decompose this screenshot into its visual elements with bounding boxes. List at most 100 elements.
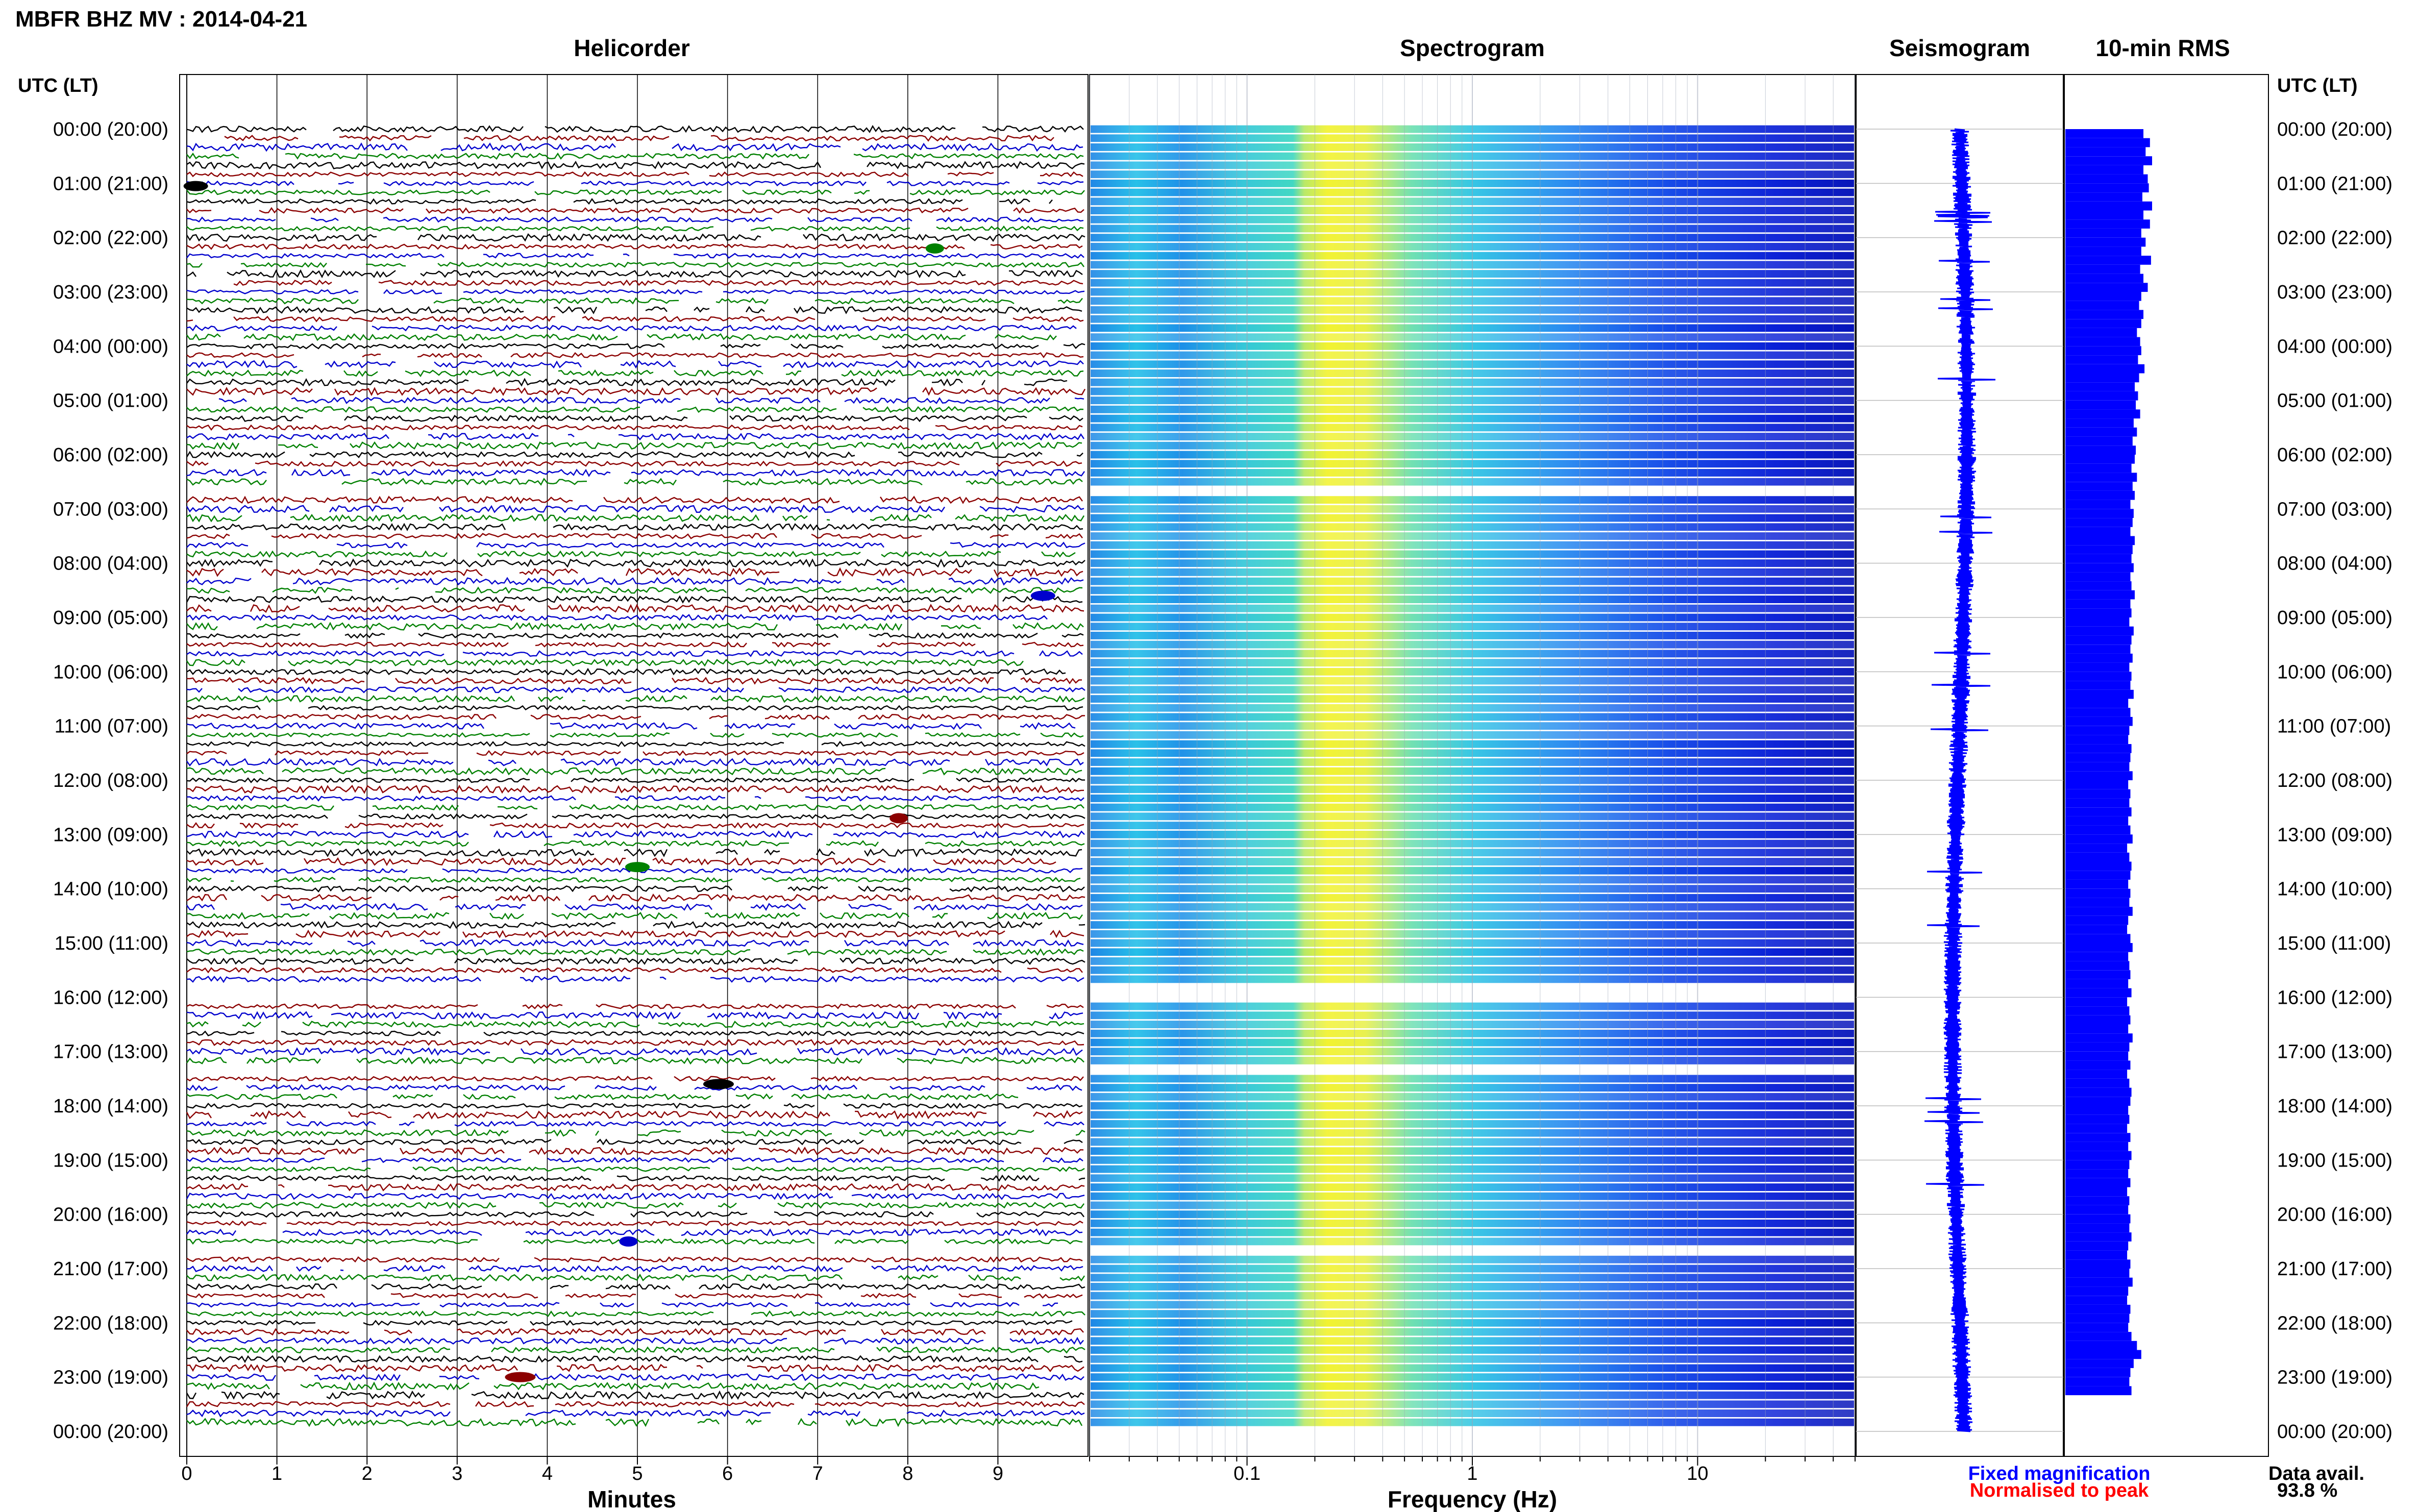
rms-bar bbox=[2065, 1250, 2128, 1260]
rms-bar bbox=[2065, 1133, 2131, 1142]
hour-label-left: 22:00 (18:00) bbox=[53, 1312, 168, 1334]
helicorder-trace bbox=[186, 558, 1085, 568]
minute-tick-label: 1 bbox=[271, 1463, 282, 1484]
hour-label-right: 17:00 (13:00) bbox=[2277, 1042, 2392, 1063]
rms-bar bbox=[2065, 1051, 2129, 1061]
rms-bar bbox=[2065, 626, 2134, 636]
helicorder-trace bbox=[186, 207, 1084, 214]
helicorder-trace bbox=[186, 468, 1085, 477]
helicorder-trace bbox=[186, 1093, 1019, 1100]
helicorder-trace bbox=[186, 1110, 1083, 1120]
helicorder-trace bbox=[186, 253, 1084, 259]
helicorder-event bbox=[703, 1079, 734, 1089]
rms-bar bbox=[2065, 825, 2131, 835]
rms-bar bbox=[2065, 129, 2143, 138]
hour-label-right: 05:00 (01:00) bbox=[2277, 390, 2392, 412]
hour-labels-right: 00:00 (20:00) 01:00 (21:00) 02:00 (22:00) 0… bbox=[2277, 119, 2392, 1443]
hour-label-right: 14:00 (10:00) bbox=[2277, 879, 2392, 900]
helicorder-panel-title: Helicorder bbox=[574, 35, 690, 61]
rms-bar bbox=[2065, 554, 2132, 563]
helicorder-trace bbox=[186, 1174, 1085, 1182]
minute-tick-label: 9 bbox=[993, 1463, 1003, 1484]
seismogram-panel bbox=[1856, 74, 2064, 1457]
normalised-to-peak-legend: Normalised to peak bbox=[1970, 1480, 2149, 1501]
rms-bar bbox=[2065, 1196, 2130, 1205]
rms-bar bbox=[2065, 915, 2129, 925]
helicorder-trace bbox=[186, 261, 1084, 268]
helicorder-trace bbox=[186, 740, 1085, 748]
helicorder-trace bbox=[186, 216, 1084, 223]
hour-label-left: 00:00 (20:00) bbox=[53, 119, 168, 140]
rms-panel bbox=[2064, 74, 2269, 1457]
helicorder-trace bbox=[186, 406, 1084, 413]
frequency-axis: 0.1 1 10 bbox=[1089, 1456, 1856, 1484]
rms-bar bbox=[2065, 789, 2131, 799]
helicorder-trace bbox=[186, 1265, 1083, 1273]
helicorder-event bbox=[619, 1236, 638, 1247]
helicorder-trace bbox=[186, 948, 1084, 956]
data-avail-value: 93.8 % bbox=[2277, 1480, 2337, 1501]
rms-bar bbox=[2065, 1232, 2132, 1242]
rms-bar bbox=[2065, 165, 2143, 175]
hour-label-right: 00:00 (20:00) bbox=[2277, 1421, 2392, 1443]
seismogram-trace bbox=[1924, 128, 1996, 1432]
minute-tick-label: 0 bbox=[181, 1463, 192, 1484]
rms-bar bbox=[2065, 545, 2133, 554]
rms-bar bbox=[2065, 201, 2152, 211]
hour-label-right: 12:00 (08:00) bbox=[2277, 770, 2392, 791]
hour-label-right: 13:00 (09:00) bbox=[2277, 824, 2392, 846]
rms-bar bbox=[2065, 1277, 2133, 1287]
rms-bar bbox=[2065, 473, 2137, 482]
minute-tick-label: 6 bbox=[722, 1463, 733, 1484]
helicorder-trace bbox=[186, 1355, 1083, 1364]
hour-label-left: 13:00 (09:00) bbox=[53, 824, 168, 846]
hour-label-right: 11:00 (07:00) bbox=[2277, 716, 2391, 737]
rms-bar bbox=[2065, 635, 2132, 645]
helicorder-trace bbox=[186, 1183, 1085, 1192]
rms-bar bbox=[2065, 798, 2130, 808]
rms-bar bbox=[2065, 382, 2135, 391]
helicorder-trace bbox=[186, 1030, 1084, 1037]
rms-bar bbox=[2065, 183, 2149, 192]
rms-bar bbox=[2065, 256, 2151, 265]
rms-bar bbox=[2065, 879, 2129, 889]
helicorder-trace bbox=[186, 577, 1084, 586]
rms-bar bbox=[2065, 482, 2133, 491]
rms-bar bbox=[2065, 672, 2132, 681]
helicorder-trace bbox=[186, 777, 1085, 783]
helicorder-trace bbox=[186, 1138, 1083, 1146]
helicorder-trace bbox=[186, 171, 1083, 178]
helicorder-trace bbox=[186, 550, 1076, 558]
hour-label-left: 01:00 (21:00) bbox=[53, 173, 168, 194]
helicorder-trace bbox=[186, 1157, 1083, 1163]
helicorder-trace bbox=[186, 650, 1083, 657]
helicorder-trace bbox=[186, 1346, 1085, 1354]
helicorder-trace bbox=[186, 451, 1083, 459]
helicorder-trace bbox=[186, 1129, 1085, 1137]
minute-tick-label: 5 bbox=[632, 1463, 643, 1484]
helicorder-trace bbox=[186, 767, 1082, 776]
rms-bar bbox=[2065, 301, 2139, 310]
helicorder-trace bbox=[186, 125, 1084, 133]
rms-bar bbox=[2065, 653, 2133, 663]
rms-bar bbox=[2065, 1160, 2130, 1169]
rms-bar bbox=[2065, 943, 2133, 952]
helicorder-trace bbox=[186, 1390, 1084, 1400]
helicorder-trace bbox=[186, 243, 1083, 250]
rms-bar bbox=[2065, 1368, 2131, 1377]
helicorder-trace bbox=[186, 903, 1083, 911]
helicorder-trace bbox=[186, 523, 1083, 531]
helicorder-trace bbox=[186, 758, 1084, 767]
rms-bar bbox=[2065, 898, 2130, 907]
rms-bar bbox=[2065, 210, 2143, 220]
helicorder-event bbox=[890, 813, 908, 824]
hour-label-right: 18:00 (14:00) bbox=[2277, 1096, 2392, 1117]
helicorder-trace bbox=[186, 297, 1083, 305]
rms-bar bbox=[2065, 681, 2131, 690]
helicorder-trace bbox=[186, 180, 1084, 187]
rms-bar bbox=[2065, 228, 2141, 238]
rms-bar bbox=[2065, 844, 2128, 853]
rms-bar bbox=[2065, 409, 2140, 419]
frequency-tick-label: 10 bbox=[1687, 1463, 1708, 1484]
rms-bar bbox=[2065, 346, 2141, 355]
